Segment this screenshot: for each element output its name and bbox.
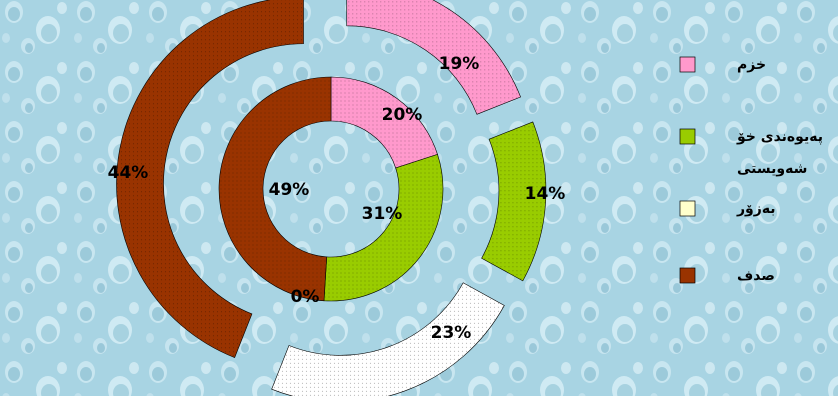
legend-label-2: بەزۆر (736, 201, 776, 217)
outer-ring-slice-0 (346, 0, 521, 115)
inner-ring-slice-1 (323, 154, 444, 302)
inner-ring-slice-texture-1 (323, 154, 444, 301)
inner-ring-slice-texture-3 (218, 77, 331, 301)
inner-ring-label-2: 0% (291, 287, 320, 307)
ring-slices (116, 0, 547, 400)
outer-ring-label-3: 44% (108, 163, 149, 183)
inner-ring-label-3: 49% (269, 180, 310, 200)
inner-ring-slice-3 (218, 76, 332, 302)
inner-ring-label-1: 31% (362, 204, 403, 224)
outer-ring-label-0: 19% (439, 54, 480, 74)
outer-ring-slice-texture-2 (271, 282, 505, 400)
outer-ring-slice-1 (481, 121, 547, 282)
outer-ring-slice-texture-0 (346, 0, 521, 115)
outer-ring-slice-2 (271, 282, 505, 400)
legend-label-1-line2: شەويستی (737, 161, 807, 177)
legend-label-1: پەيوەندی خۆ (736, 129, 823, 145)
outer-ring-label-1: 14% (525, 184, 566, 204)
inner-ring-label-0: 20% (382, 105, 423, 125)
outer-ring-label-2: 23% (431, 323, 472, 343)
inner-ring-slice-texture-0 (331, 77, 438, 168)
legend-swatch-0 (679, 56, 696, 73)
legend-swatch-1 (679, 128, 696, 145)
outer-ring-slice-3 (116, 0, 304, 359)
outer-ring-slice-texture-1 (481, 121, 546, 281)
outer-ring-slice-texture-3 (116, 0, 304, 358)
data-labels: 19% 14% 23% 44% 20% 31% 0% 49% (108, 54, 566, 343)
legend-swatch-2 (679, 200, 696, 217)
legend-swatch-3 (679, 267, 696, 284)
legend: خزم پەيوەندی خۆ شەويستی بەزۆر صدف (679, 56, 823, 284)
legend-label-0: خزم (737, 57, 766, 73)
legend-label-3: صدف (737, 268, 775, 284)
